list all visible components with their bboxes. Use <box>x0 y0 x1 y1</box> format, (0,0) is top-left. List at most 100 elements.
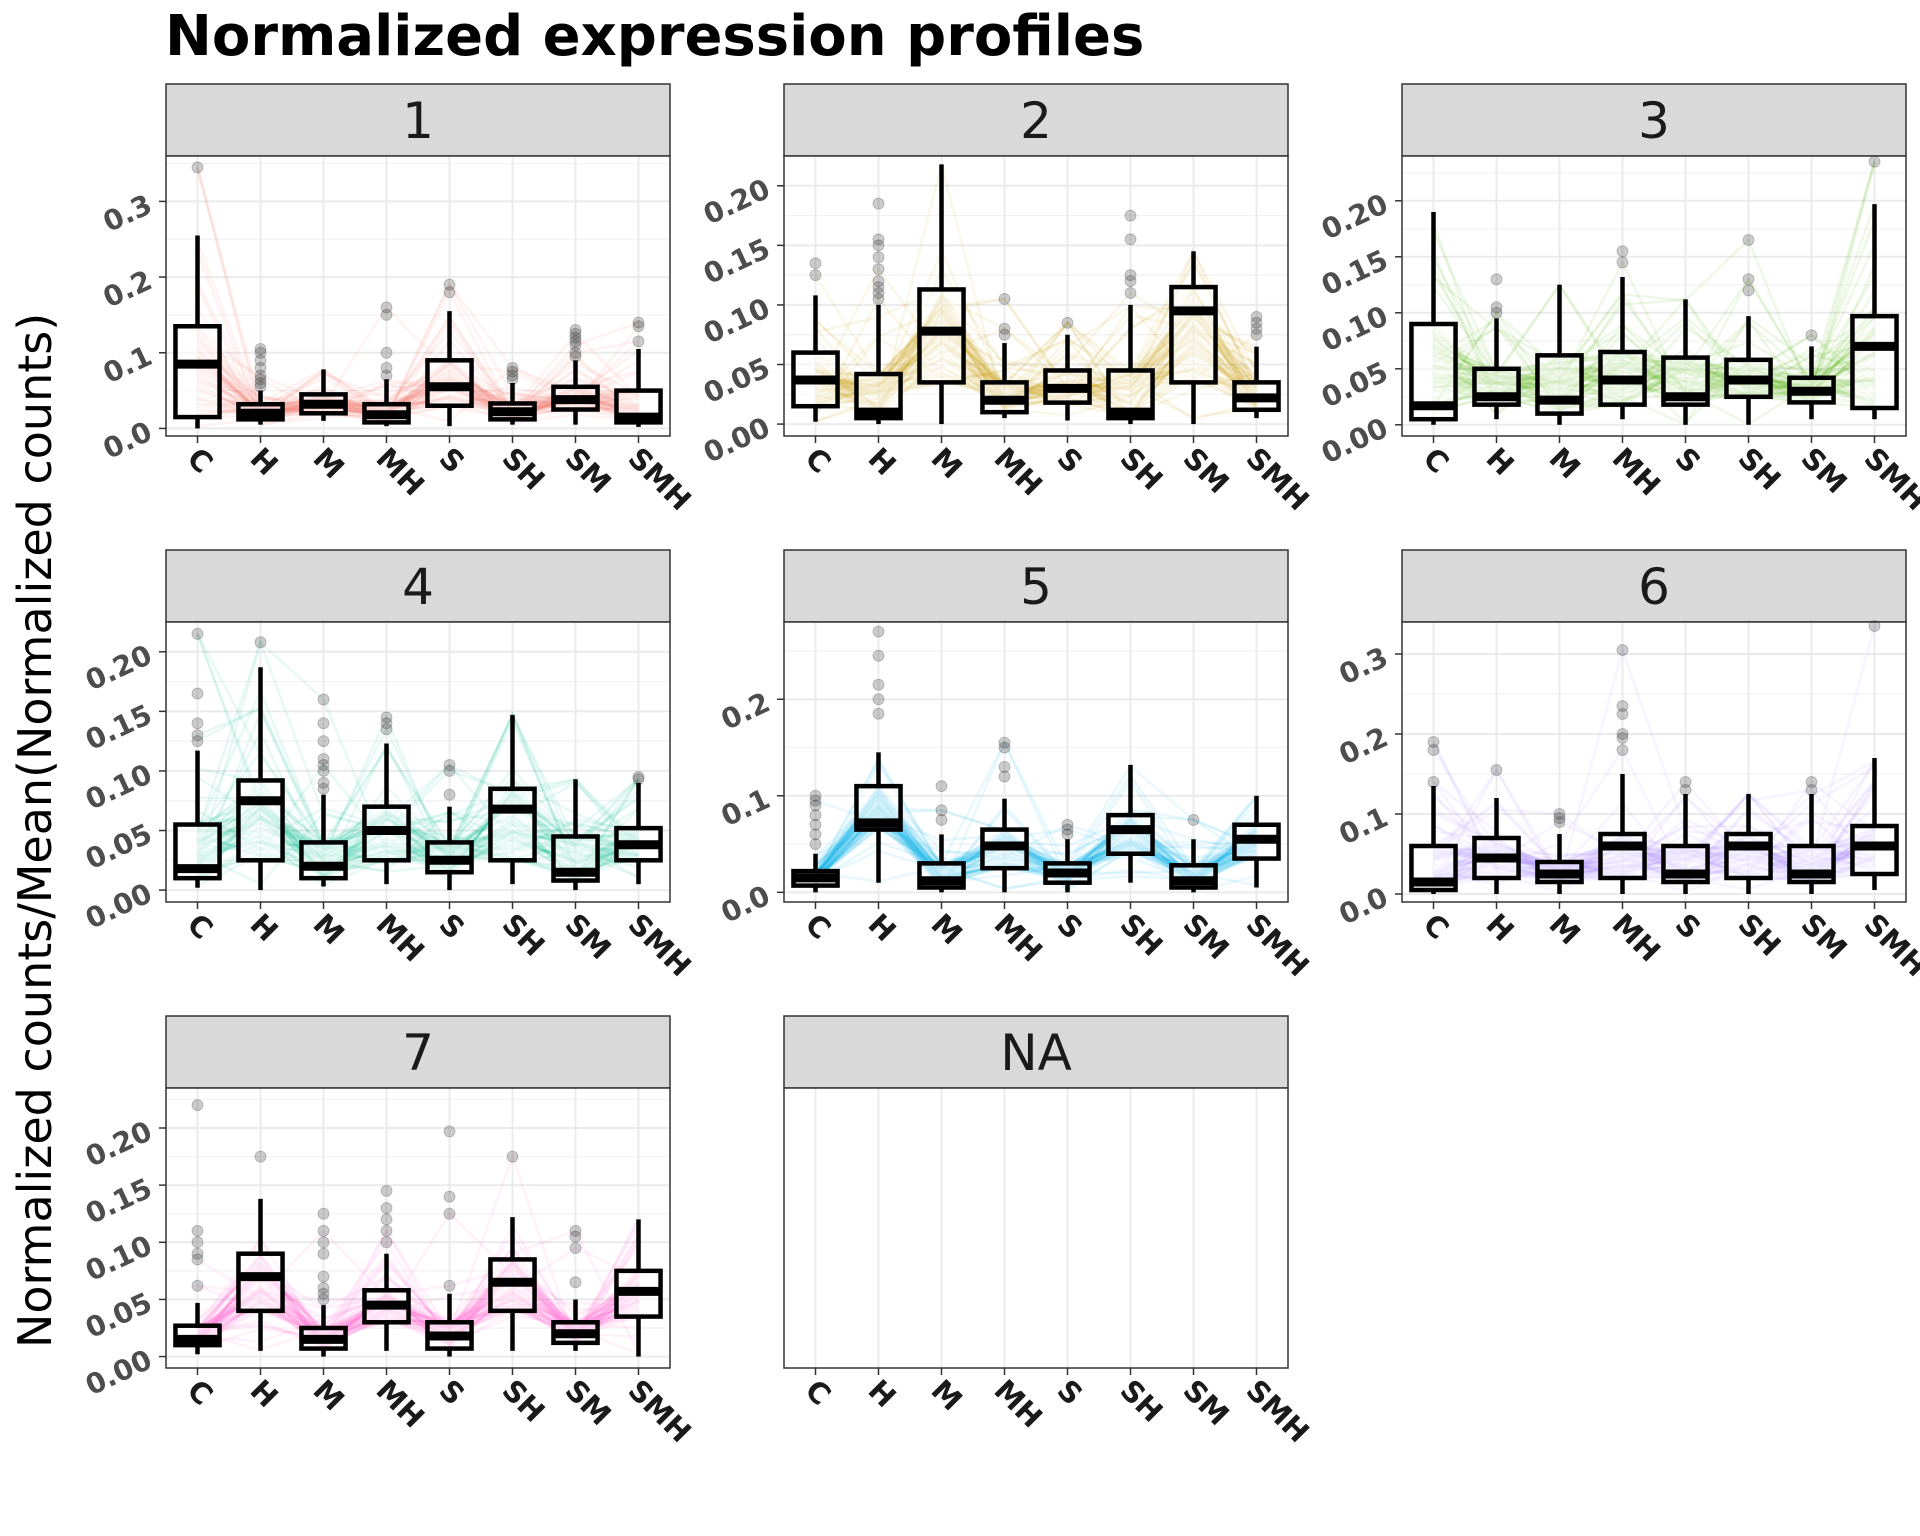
x-tick-label: S <box>1051 441 1090 480</box>
profile-line <box>1433 282 1875 396</box>
outlier-point <box>872 625 885 638</box>
outlier-point <box>569 324 582 337</box>
box-C <box>173 161 222 429</box>
x-tick-label: C <box>181 1373 220 1412</box>
profile-line <box>197 1277 640 1342</box>
box-SM <box>1787 776 1836 894</box>
box-S <box>425 1125 474 1357</box>
box-SM <box>1787 329 1836 420</box>
x-tick-label: SM <box>559 441 618 500</box>
outlier-point <box>872 292 885 305</box>
profile-line <box>1432 318 1876 413</box>
box-S <box>425 758 474 891</box>
outlier-point <box>443 764 456 777</box>
outlier-point <box>1868 155 1881 168</box>
outlier-point <box>1805 776 1818 788</box>
outlier-point <box>1616 644 1629 656</box>
outlier-point <box>380 723 393 736</box>
outlier-point <box>872 251 885 264</box>
iqr-box <box>1850 313 1899 411</box>
y-tick-label: 0.20 <box>80 638 157 697</box>
iqr-box <box>1598 831 1647 881</box>
outlier-point <box>317 735 330 748</box>
outlier-point <box>443 1279 456 1292</box>
outlier-point <box>998 741 1011 754</box>
outlier-point <box>191 1279 204 1292</box>
chart-title: Normalized expression profiles <box>165 4 1145 69</box>
outlier-point <box>380 1224 393 1237</box>
y-tick-label: 0.1 <box>716 782 775 833</box>
x-tick-label: SMH <box>622 441 698 517</box>
box-SH <box>488 714 537 885</box>
y-tick-label: 0.10 <box>80 1229 157 1288</box>
x-tick-label: H <box>244 1373 285 1414</box>
strip-6 <box>1401 549 1907 623</box>
outlier-point <box>569 335 582 348</box>
outlier-point <box>317 758 330 771</box>
outlier-point <box>254 373 267 386</box>
y-tick-label: 0.2 <box>1334 720 1393 771</box>
outlier-point <box>317 1282 330 1294</box>
box-H <box>1472 764 1521 894</box>
outlier-point <box>1553 812 1566 824</box>
outlier-point <box>809 809 822 822</box>
x-tick-label: M <box>1543 907 1587 951</box>
outlier-point <box>998 328 1011 341</box>
outlier-point <box>872 287 885 300</box>
outlier-point <box>1805 329 1818 342</box>
outlier-point <box>317 1293 330 1306</box>
outlier-point <box>254 369 267 382</box>
outlier-point <box>191 1247 204 1260</box>
x-tick-label: H <box>862 907 903 948</box>
box-SMH <box>1850 155 1899 420</box>
box-SM <box>1169 813 1218 893</box>
box-M <box>917 780 966 893</box>
y-tick-label: 0.1 <box>98 339 157 390</box>
outlier-point <box>872 263 885 276</box>
strip-label: 4 <box>402 558 434 616</box>
x-tick-label: H <box>244 907 285 948</box>
strip-label: NA <box>1000 1024 1072 1082</box>
x-tick-label: C <box>799 441 838 480</box>
x-tick-label: MH <box>1606 441 1668 503</box>
outlier-point <box>1679 776 1692 788</box>
panel-border <box>783 1087 1289 1369</box>
outlier-point <box>632 770 645 783</box>
outlier-point <box>632 335 645 348</box>
profile-line <box>197 1222 639 1343</box>
x-tick-label: SH <box>1732 907 1788 963</box>
x-tick-label: M <box>925 907 969 951</box>
strip-label: 7 <box>402 1024 434 1082</box>
iqr-box <box>488 786 537 863</box>
profile-line <box>814 300 1257 418</box>
y-tick-label: 0.0 <box>1334 880 1393 931</box>
outlier-point <box>254 636 267 649</box>
strip-1 <box>165 83 671 157</box>
x-tick-label: MH <box>370 1373 432 1435</box>
strip-5 <box>783 549 1289 623</box>
panel-1: 1 0.0 0.1 0.2 0.3 C H M MH S SH SM SMH <box>98 83 698 517</box>
panel-4: 4 0.000.050.100.150.20 C H M MH S SH SM SMH <box>80 549 698 983</box>
y-tick-label: 0.15 <box>80 1172 157 1231</box>
x-tick-label: SMH <box>1240 907 1316 983</box>
box-SH <box>488 1150 537 1351</box>
box-M <box>299 693 348 887</box>
box-SH <box>1724 794 1773 894</box>
outlier-point <box>1250 316 1263 329</box>
x-tick-label: MH <box>1606 907 1668 969</box>
box-M <box>1535 284 1584 425</box>
outlier-point <box>317 782 330 795</box>
outlier-point <box>380 361 393 374</box>
outlier-point <box>317 1247 330 1260</box>
outlier-point <box>1616 732 1629 744</box>
outlier-point <box>254 346 267 359</box>
box-SMH <box>614 316 663 427</box>
outlier-point <box>443 278 456 291</box>
outlier-point <box>1616 708 1629 720</box>
x-tick-label: M <box>307 1373 351 1417</box>
iqr-box <box>1535 353 1584 416</box>
outlier-point <box>569 331 582 344</box>
profile-line <box>196 729 639 867</box>
panel-border <box>165 1087 671 1369</box>
